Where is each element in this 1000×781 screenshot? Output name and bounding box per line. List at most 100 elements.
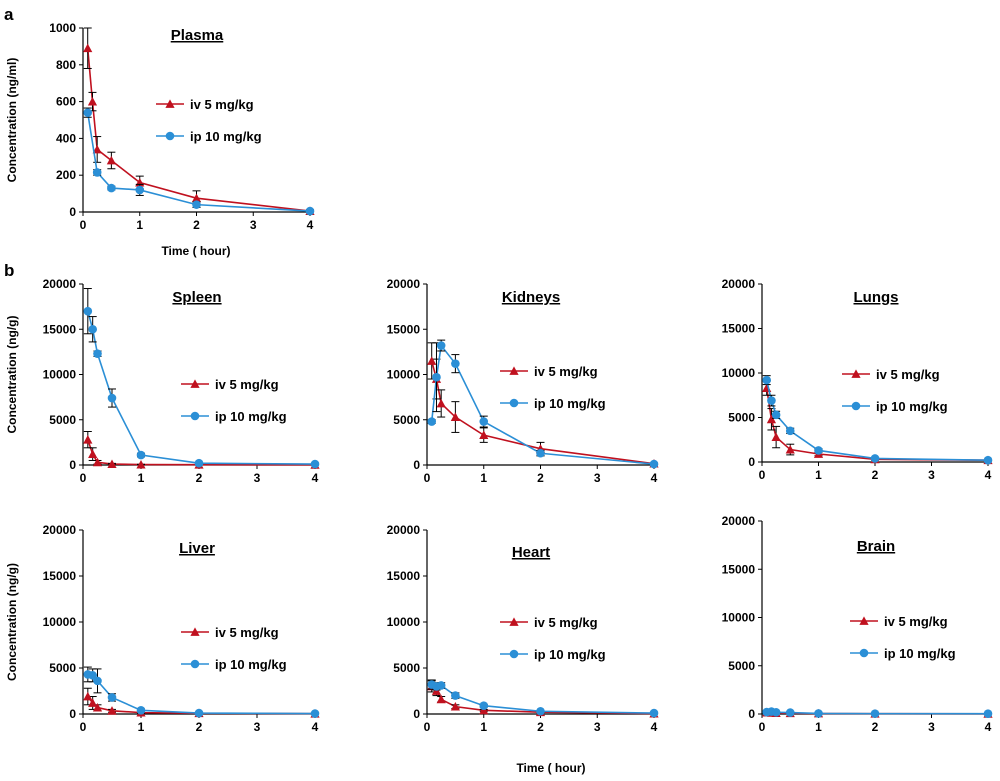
panel-a-label: a (4, 5, 14, 24)
x-tick-label: 4 (651, 720, 658, 734)
x-tick-label: 2 (537, 471, 544, 485)
y-tick-label: 0 (69, 707, 76, 721)
legend-marker-circle (851, 401, 861, 411)
chart-kidneys: 0 5000 10000 15000 20000 0 1 2 3 4 Kidneys iv 5 mg/… (387, 277, 659, 485)
x-tick-label: 0 (424, 720, 431, 734)
legend-label: ip 10 mg/kg (876, 399, 948, 414)
y-tick-label: 5000 (393, 413, 420, 427)
data-point-triangle (92, 702, 103, 712)
chart-lungs: 0 5000 10000 15000 20000 0 1 2 3 4 Lungs iv 5 mg/kg… (722, 277, 993, 482)
y-tick-label: 15000 (43, 569, 77, 583)
data-point-circle (107, 183, 116, 193)
chart-heart: 0 5000 10000 15000 20000 0 1 2 3 4 Heart iv 5 mg/kg… (387, 523, 659, 734)
legend-label: ip 10 mg/kg (534, 647, 606, 662)
data-point-circle (92, 168, 102, 177)
data-point-circle (93, 349, 102, 358)
data-point-triangle (83, 43, 93, 53)
y-tick-label: 10000 (387, 615, 421, 629)
data-point-circle (310, 459, 320, 469)
x-tick-label: 1 (815, 720, 822, 734)
data-point-circle (536, 448, 545, 458)
legend-marker-circle (859, 648, 869, 658)
data-point-circle (194, 708, 204, 718)
data-point-circle (436, 681, 446, 690)
legend-label: iv 5 mg/kg (215, 377, 279, 392)
chart-title: Spleen (172, 289, 221, 306)
legend-marker-triangle (859, 616, 869, 625)
y-tick-label: 20000 (387, 277, 421, 291)
y-tick-label: 1000 (49, 21, 76, 35)
data-point-circle (83, 306, 93, 316)
x-tick-label: 3 (594, 471, 601, 485)
data-point-circle (107, 693, 117, 702)
y-tick-label: 5000 (728, 659, 755, 673)
legend-label: ip 10 mg/kg (884, 646, 956, 661)
x-tick-label: 1 (136, 218, 143, 232)
data-point-circle (767, 396, 776, 405)
legend-marker-circle (509, 398, 519, 408)
x-tick-label: 4 (651, 471, 658, 485)
legend-marker-triangle (190, 627, 200, 636)
x-tick-label: 1 (480, 720, 487, 734)
y-tick-label: 20000 (43, 277, 77, 291)
data-point-circle (649, 459, 659, 469)
chart-title: Lungs (854, 289, 899, 306)
legend-marker-circle (190, 659, 200, 669)
y-tick-label: 20000 (43, 523, 77, 537)
data-point-triangle (83, 691, 93, 701)
y-tick-label: 0 (413, 458, 420, 472)
data-point-circle (107, 393, 117, 403)
y-tick-label: 0 (69, 458, 76, 472)
data-point-triangle (436, 398, 446, 408)
legend-label: iv 5 mg/kg (534, 364, 598, 379)
legend-label: iv 5 mg/kg (534, 615, 598, 630)
legend-label: ip 10 mg/kg (215, 409, 287, 424)
y-tick-label: 20000 (387, 523, 421, 537)
x-tick-label: 1 (480, 471, 487, 485)
y-tick-label: 15000 (387, 569, 421, 583)
data-point-triangle (87, 97, 98, 106)
y-tick-label: 15000 (43, 322, 77, 336)
data-point-triangle (450, 412, 460, 421)
legend-label: ip 10 mg/kg (534, 396, 606, 411)
legend-marker-triangle (509, 366, 519, 375)
y-tick-label: 5000 (728, 411, 755, 425)
legend-marker-circle (190, 411, 200, 421)
x-tick-label: 2 (872, 720, 879, 734)
data-point-circle (310, 709, 320, 718)
x-tick-label: 1 (815, 468, 822, 482)
series-line-ip (86, 112, 311, 212)
data-point-circle (88, 324, 97, 334)
legend-label: ip 10 mg/kg (215, 657, 287, 672)
y-tick-label: 0 (748, 707, 755, 721)
y-tick-label: 15000 (387, 322, 421, 336)
x-tick-label: 0 (80, 471, 87, 485)
data-point-triangle (106, 155, 116, 165)
legend-marker-triangle (509, 617, 519, 626)
y-tick-label: 5000 (49, 661, 76, 675)
data-point-circle (536, 706, 545, 716)
panel-b-label: b (4, 261, 14, 280)
data-point-triangle (479, 430, 489, 440)
x-tick-label: 4 (307, 218, 314, 232)
data-point-circle (135, 185, 145, 195)
data-point-triangle (450, 702, 460, 711)
data-point-triangle (88, 698, 98, 707)
legend-marker-triangle (851, 369, 861, 378)
x-tick-label: 1 (138, 720, 145, 734)
y-tick-label: 15000 (722, 562, 756, 576)
x-tick-label: 2 (872, 468, 879, 482)
data-point-triangle (436, 694, 446, 704)
y-tick-label: 0 (748, 455, 755, 469)
data-point-circle (771, 410, 781, 420)
y-tick-label: 0 (69, 205, 76, 219)
x-tick-label: 0 (80, 720, 87, 734)
legend-marker-triangle (165, 99, 175, 108)
x-tick-label: 3 (254, 471, 261, 485)
data-point-circle (194, 458, 204, 468)
data-point-triangle (191, 193, 202, 203)
x-tick-label: 0 (80, 218, 87, 232)
data-point-circle (785, 426, 795, 436)
legend-label: iv 5 mg/kg (876, 367, 940, 382)
legend-label: iv 5 mg/kg (190, 97, 254, 112)
